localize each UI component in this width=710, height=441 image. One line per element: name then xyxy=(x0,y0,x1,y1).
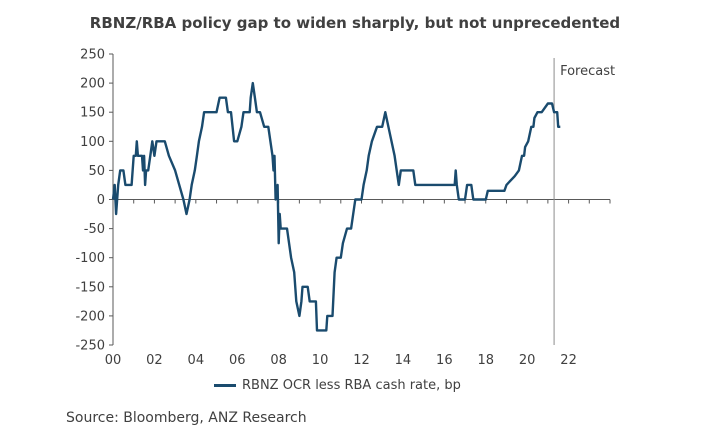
x-tick-label: 18 xyxy=(477,353,494,368)
y-tick-label: 100 xyxy=(80,135,105,150)
y-tick-label: -200 xyxy=(75,309,105,324)
x-tick-label: 22 xyxy=(560,353,577,368)
x-tick-label: 02 xyxy=(146,353,163,368)
y-tick-label: -100 xyxy=(75,251,105,266)
x-tick-label: 16 xyxy=(436,353,453,368)
x-tick-label: 08 xyxy=(270,353,287,368)
y-tick-label: 200 xyxy=(80,77,105,92)
series-line xyxy=(111,81,561,332)
chart-title: RBNZ/RBA policy gap to widen sharply, bu… xyxy=(89,14,621,32)
legend-label: RBNZ OCR less RBA cash rate, bp xyxy=(242,378,461,393)
source-note: Source: Bloomberg, ANZ Research xyxy=(66,410,307,426)
series-group xyxy=(111,81,561,332)
y-axis: 250 200 150 100 50 0 -50 -100 -150 -200 -250 xyxy=(75,48,114,354)
x-tick-label: 10 xyxy=(312,353,329,368)
x-tick-label: 06 xyxy=(229,353,246,368)
x-tick-label: 12 xyxy=(353,353,370,368)
y-tick-label: -150 xyxy=(75,280,105,295)
y-tick-label: 0 xyxy=(97,193,105,208)
y-tick-label: 150 xyxy=(80,106,105,121)
y-tick-label: 50 xyxy=(88,164,105,179)
x-tick-label: 04 xyxy=(188,353,205,368)
x-tick-label: 00 xyxy=(105,353,122,368)
x-tick-label: 20 xyxy=(519,353,536,368)
x-tick-label: 14 xyxy=(395,353,412,368)
forecast-label: Forecast xyxy=(560,64,615,79)
x-axis: 00 02 04 06 08 10 12 14 16 18 20 22 xyxy=(105,199,611,368)
annotations: Forecast xyxy=(553,58,615,345)
legend-swatch xyxy=(214,384,236,387)
legend: RBNZ OCR less RBA cash rate, bp xyxy=(214,378,461,393)
y-tick-label: 250 xyxy=(80,48,105,63)
y-tick-label: -250 xyxy=(75,339,105,354)
y-tick-label: -50 xyxy=(84,222,105,237)
